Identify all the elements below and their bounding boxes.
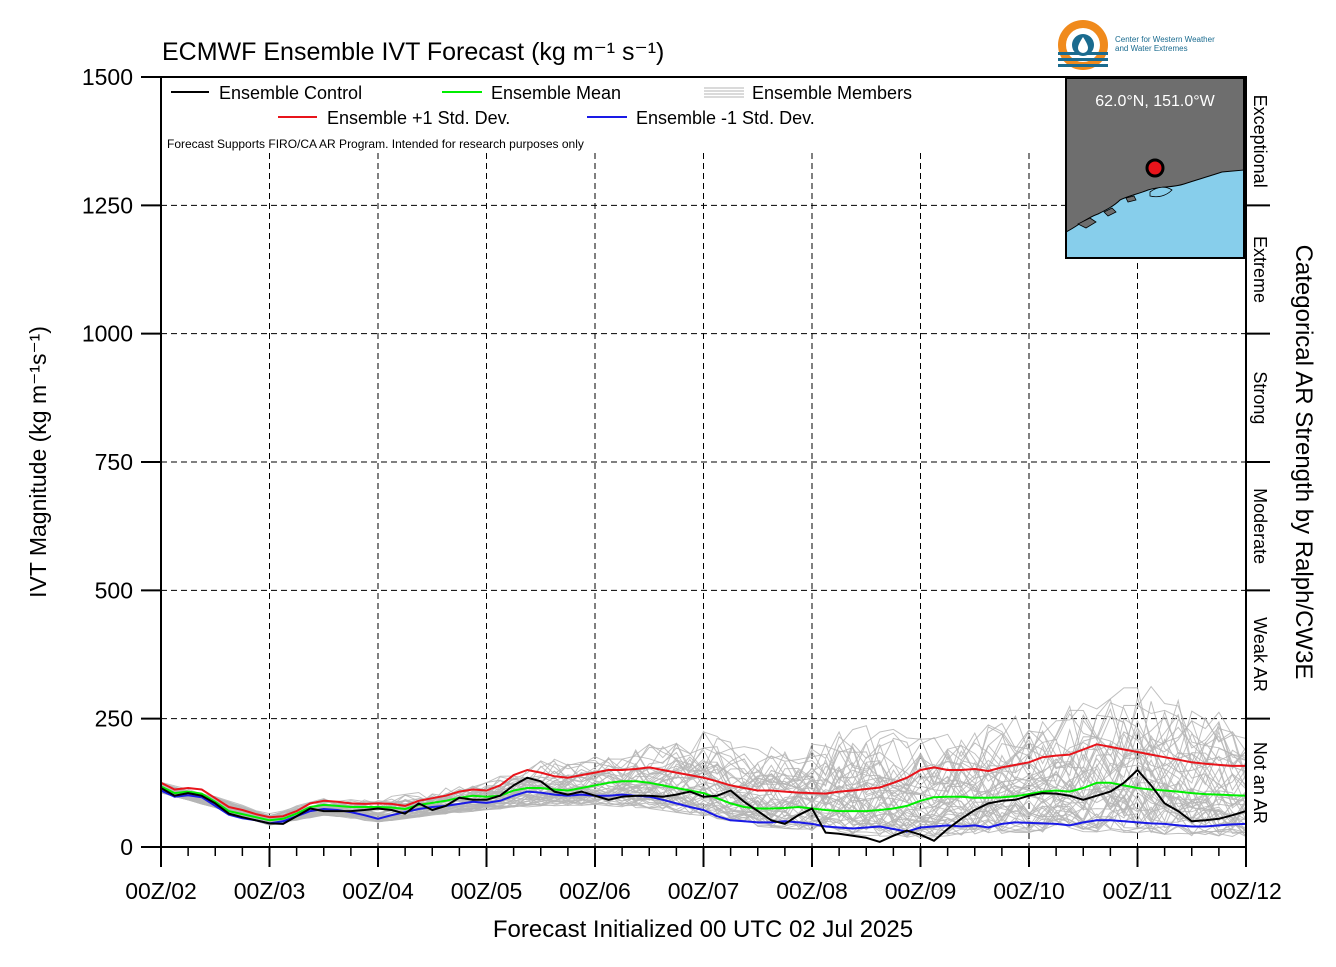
logo-drop-icon bbox=[1078, 37, 1088, 53]
category-label: Not an AR bbox=[1250, 742, 1270, 824]
x-tick-label: 00Z/06 bbox=[559, 878, 631, 904]
chart-title: ECMWF Ensemble IVT Forecast (kg m⁻¹ s⁻¹) bbox=[162, 38, 664, 66]
y-tick-label: 1000 bbox=[82, 321, 133, 347]
grid bbox=[161, 153, 1246, 847]
ar-categories: Not an AR Weak AR Moderate Strong Extreme Exc… bbox=[1246, 95, 1270, 824]
legend-label-minus-std: Ensemble -1 Std. Dev. bbox=[636, 108, 815, 128]
category-label: Moderate bbox=[1250, 488, 1270, 564]
legend-label-members: Ensemble Members bbox=[752, 83, 912, 103]
axes: 0 250 500 750 1000 1250 1500 00Z/02 00Z/03 00Z/04… bbox=[82, 64, 1282, 904]
disclaimer-note: Forecast Supports FIRO/CA AR Program. In… bbox=[167, 137, 584, 151]
category-label: Exceptional bbox=[1250, 95, 1270, 188]
x-tick-label: 00Z/02 bbox=[125, 878, 197, 904]
map-frame bbox=[1065, 77, 1245, 259]
map-inlet bbox=[1149, 186, 1173, 198]
series-lines bbox=[161, 743, 1246, 843]
x-axis-label: Forecast Initialized 00 UTC 02 Jul 2025 bbox=[493, 916, 913, 943]
ensemble-member-line bbox=[161, 791, 1246, 838]
x-tick-label: 00Z/11 bbox=[1103, 878, 1173, 904]
series-line-ensemble-control bbox=[161, 769, 1246, 843]
y-tick-label: 1500 bbox=[82, 64, 133, 90]
legend-swatch-members bbox=[704, 87, 744, 98]
legend-label-control: Ensemble Control bbox=[219, 83, 362, 103]
ensemble-member-line bbox=[161, 702, 1246, 817]
category-label: Strong bbox=[1250, 371, 1270, 424]
y-axis-label: IVT Magnitude (kg m⁻¹s⁻¹) bbox=[25, 326, 51, 598]
x-tick-label: 00Z/08 bbox=[776, 878, 848, 904]
x-tick-label: 00Z/10 bbox=[993, 878, 1065, 904]
cw3e-logo: Center for Western Weather and Water Ext… bbox=[1058, 20, 1215, 70]
logo-text-line1: Center for Western Weather bbox=[1115, 35, 1215, 44]
x-tick-label: 00Z/04 bbox=[342, 878, 414, 904]
ensemble-member-line bbox=[161, 776, 1246, 824]
ensemble-members bbox=[161, 685, 1246, 839]
location-label: 62.0°N, 151.0°W bbox=[1095, 93, 1215, 110]
x-tick-label: 00Z/12 bbox=[1210, 878, 1282, 904]
y-tick-label: 250 bbox=[95, 706, 133, 732]
series-line-ensemble-mean bbox=[161, 780, 1246, 822]
y-tick-label: 1250 bbox=[82, 192, 133, 218]
ensemble-member-line bbox=[161, 792, 1246, 839]
x-tick-label: 00Z/09 bbox=[885, 878, 957, 904]
series-line-ensemble-1-std-dev- bbox=[161, 743, 1246, 819]
ensemble-member-line bbox=[161, 696, 1246, 817]
y-tick-label: 500 bbox=[95, 577, 133, 603]
right-axis-label: Categorical AR Strength by Ralph/CW3E bbox=[1290, 245, 1317, 680]
y-tick-label: 0 bbox=[120, 834, 133, 860]
category-label: Weak AR bbox=[1250, 617, 1270, 692]
category-label: Extreme bbox=[1250, 236, 1270, 303]
map-water bbox=[1065, 169, 1245, 259]
legend-label-mean: Ensemble Mean bbox=[491, 83, 621, 103]
legend: Ensemble Control Ensemble Mean Ensemble … bbox=[167, 83, 912, 151]
legend-label-plus-std: Ensemble +1 Std. Dev. bbox=[327, 108, 510, 128]
x-tick-label: 00Z/05 bbox=[451, 878, 523, 904]
x-tick-label: 00Z/07 bbox=[668, 878, 740, 904]
logo-text-line2: and Water Extremes bbox=[1115, 44, 1188, 53]
inset-map: 62.0°N, 151.0°W bbox=[1065, 77, 1245, 259]
map-islands bbox=[1077, 195, 1137, 229]
location-marker-icon bbox=[1145, 158, 1165, 178]
plot-frame bbox=[160, 76, 1247, 848]
x-tick-label: 00Z/03 bbox=[234, 878, 306, 904]
y-tick-label: 750 bbox=[95, 449, 133, 475]
